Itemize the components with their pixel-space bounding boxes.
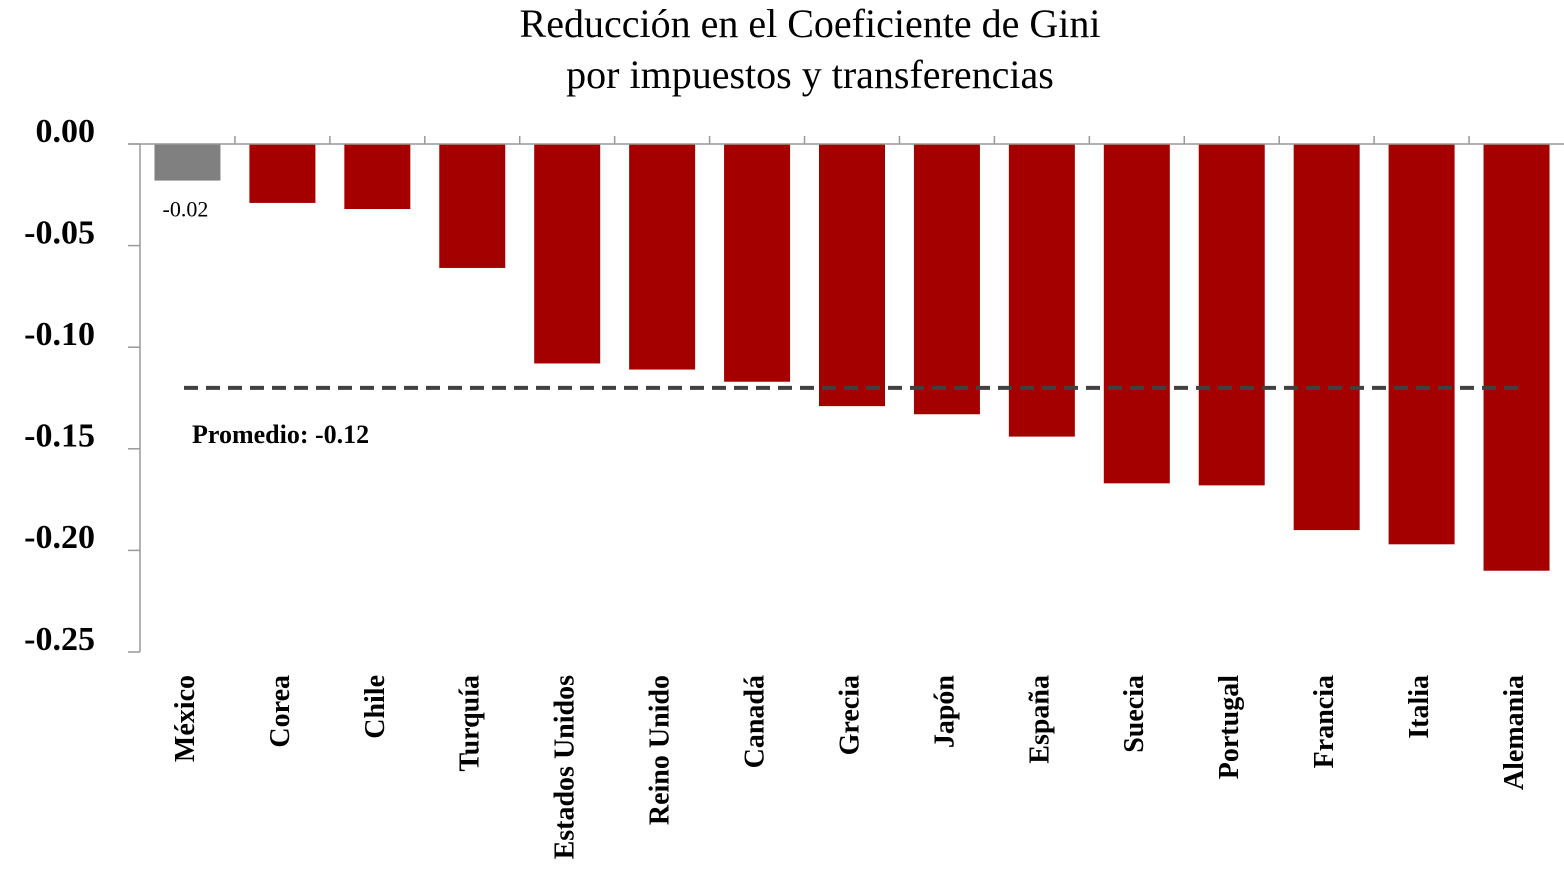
x-tick-label: Francia: [1309, 675, 1340, 768]
y-tick-label: -0.15: [24, 418, 95, 455]
chart-title: por impuestos y transferencias: [566, 52, 1054, 97]
y-tick-label: 0.00: [36, 113, 96, 150]
x-tick-label: Chile: [360, 675, 391, 739]
x-tick-label: Estados Unidos: [550, 675, 581, 860]
x-tick-label: Alemania: [1499, 675, 1530, 790]
x-tick-label: Canadá: [739, 675, 770, 768]
y-tick-label: -0.05: [24, 214, 95, 251]
bar: [534, 144, 601, 364]
bar: [154, 144, 221, 181]
bar: [913, 144, 980, 415]
bar: [1388, 144, 1455, 545]
x-tick-label: Portugal: [1214, 675, 1245, 779]
bar: [439, 144, 506, 268]
x-tick-label: México: [170, 675, 201, 762]
x-tick-label: Corea: [265, 675, 296, 748]
x-tick-label: Reino Unido: [645, 675, 676, 825]
bar: [249, 144, 316, 203]
y-tick-label: -0.20: [24, 519, 95, 556]
bar: [1103, 144, 1170, 484]
bar: [1483, 144, 1550, 571]
x-tick-label: Turquía: [455, 675, 486, 772]
bar: [819, 144, 885, 407]
x-tick-label: Japón: [929, 675, 960, 749]
bar: [1008, 144, 1075, 437]
bar: [724, 144, 791, 382]
bar: [344, 144, 411, 210]
bar: [1198, 144, 1265, 486]
bar: [1293, 144, 1360, 531]
data-label: -0.02: [163, 197, 209, 222]
x-tick-label: Grecia: [834, 675, 865, 755]
y-tick-label: -0.10: [24, 316, 95, 353]
bar: [629, 144, 696, 370]
chart-title: Reducción en el Coeficiente de Gini: [520, 1, 1101, 46]
y-tick-label: -0.25: [24, 621, 95, 658]
x-tick-label: Italia: [1404, 675, 1435, 739]
x-tick-label: España: [1024, 675, 1055, 764]
x-tick-label: Suecia: [1119, 675, 1150, 753]
annotation: Promedio: -0.12: [192, 420, 369, 449]
